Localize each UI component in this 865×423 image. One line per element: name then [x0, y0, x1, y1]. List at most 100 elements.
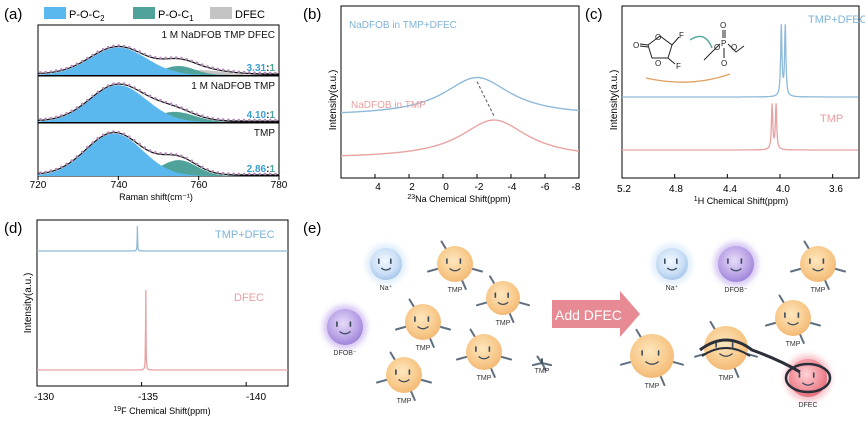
panel-a-raw-point — [60, 165, 63, 169]
panel-a-raw-point — [75, 106, 79, 109]
panel-a-raw-point — [107, 45, 110, 49]
panel-a-raw-point — [227, 69, 230, 72]
panel-a-raw-point — [101, 87, 105, 90]
panel-a-raw-point — [206, 168, 209, 171]
panel-a-raw-point — [96, 50, 100, 54]
right-tmp-mid: TMP — [765, 294, 821, 348]
panel-a-raw-point — [70, 109, 73, 113]
panel-a-raw-point — [174, 153, 178, 156]
legend-label-poc2: P-O-C2 — [69, 9, 105, 23]
panel-b-shift-guide — [476, 81, 495, 117]
cf-bond-2 — [667, 57, 676, 65]
panel-b-ylabel: Intensity(a.u.) — [328, 70, 339, 131]
panel-d-ylabel: Intensity(a.u.) — [23, 273, 34, 334]
panel-b-series-line-1 — [340, 119, 580, 157]
panel-a-raw-point — [253, 172, 256, 176]
panel-b-xtick-m6: -6 — [541, 182, 550, 193]
panel-a-raw-point — [91, 53, 94, 57]
panel-a-subplot-label-0: 1 M NaDFOB TMP DFEC — [161, 30, 275, 41]
panel-e: (e) Na⁺ TMP TMP TMP DFOB⁻ TMP TMP TMP Na⁺ DFOB⁻ TM… — [303, 220, 846, 409]
left-tmp-2-mouth — [497, 301, 509, 305]
dfec-ring — [647, 35, 673, 59]
panel-a-raw-point — [274, 118, 277, 122]
panel-a-raw-point — [80, 59, 84, 63]
panel-a-raw-point — [253, 118, 256, 122]
panel-a-raw-point — [242, 118, 246, 122]
panel-d-series-line-0 — [37, 225, 288, 252]
panel-a-raw-point — [101, 133, 105, 137]
panel-b-label: (b) — [303, 6, 321, 23]
panel-d-series-line-1 — [37, 289, 288, 371]
panel-e-illustration: Na⁺ TMP TMP TMP DFOB⁻ TMP TMP TMP Na⁺ DFOB⁻ TMP TMP… — [323, 240, 846, 409]
left-tmp-5-body — [386, 357, 422, 393]
left-tmp-6: TMP — [531, 355, 553, 375]
panel-a-raw-point — [190, 59, 194, 63]
panel-a-raw-point — [221, 68, 225, 72]
panel-a-legend: P-O-C2 P-O-C1 DFEC — [44, 7, 265, 23]
panel-a-xtick-720: 720 — [30, 180, 47, 191]
panel-b-xtick-2: 2 — [409, 182, 415, 193]
tmp-dfec-binding-ribbon-2 — [701, 347, 751, 357]
legend-poc2-main: P-O-C — [69, 9, 100, 21]
panel-a-ratio-colon-1: : — [266, 110, 269, 121]
panel-a-raw-point — [96, 90, 100, 94]
panel-a-raw-point — [39, 71, 42, 74]
panel-a-raw-point — [227, 172, 230, 175]
panel-a-raw-point — [138, 50, 141, 53]
panel-a-raw-point — [86, 145, 89, 149]
panel-a-raw-point — [75, 62, 79, 65]
panel-a-raw-point — [101, 48, 105, 51]
atom-o-tmp-right: O — [731, 43, 737, 52]
panel-a-raw-point — [232, 118, 235, 122]
panel-a-raw-point — [127, 46, 131, 49]
panel-a-raw-point — [148, 94, 152, 98]
add-dfec-arrow: Add DFEC — [552, 291, 640, 337]
panel-a-raw-point — [49, 169, 53, 172]
molecule-annotation — [639, 30, 745, 65]
panel-a-raw-point — [49, 116, 53, 120]
panel-a-raw-point — [242, 172, 246, 176]
panel-b-xlabel: 23Na Chemical Shift(ppm) — [407, 194, 510, 204]
panel-d-xlabel: 19F Chemical Shift(ppm) — [113, 406, 210, 416]
panel-a-raw-point — [65, 66, 68, 70]
right-tmp-left-body — [630, 334, 674, 378]
panel-a-xtick-780: 780 — [271, 180, 288, 191]
panel-c-xaxis: 5.2 4.8 4.4 4.0 3.6 1H Chemical Shift(pp… — [617, 184, 843, 206]
panel-c: (c) Intensity(a.u.) TMP+DFEC TMP O O O F… — [585, 5, 865, 206]
panel-c-xlabel: 1H Chemical Shift(ppm) — [694, 196, 788, 206]
left-tmp-3-body — [405, 304, 441, 340]
panel-a-raw-point — [164, 152, 167, 155]
left-tmp-1-mouth — [449, 268, 461, 272]
panel-b-xaxis: 4 2 0 -2 -4 -6 -8 23Na Chemical Shift(pp… — [375, 182, 581, 204]
panel-d-xlabel-main: F Chemical Shift(ppm) — [121, 406, 211, 416]
panel-a-subplot-label-2: TMP — [254, 128, 275, 139]
panel-b-series-label-tmp: NaDFOB in TMP — [351, 100, 426, 111]
right-tmp-left: TMP — [620, 328, 684, 390]
panel-a-raw-point — [122, 44, 126, 48]
panel-b-xlabel-main: Na Chemical Shift(ppm) — [415, 194, 511, 204]
panel-a-ratio-b-1: 1 — [269, 110, 275, 121]
panel-a-raw-point — [221, 171, 225, 175]
panel-a-ratio-colon-0: : — [266, 63, 269, 74]
left-na-ion-body — [370, 248, 402, 280]
right-dfob-anion-body — [718, 246, 754, 282]
panel-a-raw-point — [190, 159, 194, 163]
panel-d-frame — [36, 219, 289, 387]
panel-a-raw-point — [201, 165, 204, 169]
tmp-chain-left — [703, 43, 721, 61]
panel-a-raw-point — [237, 172, 241, 176]
carbonyl-bond-2 — [639, 45, 649, 48]
left-tmp-5: TMP — [376, 351, 432, 405]
panel-d: (d) Intensity(a.u.) TMP+DFEC DFEC -130 -… — [4, 219, 289, 416]
panel-a-raw-point — [143, 146, 147, 149]
left-dfob-anion: DFOB⁻ — [323, 305, 367, 357]
panel-a-raw-point — [159, 98, 162, 102]
panel-a-ratio-0: 3.31:1 — [247, 63, 276, 74]
panel-a-label: (a) — [4, 6, 22, 23]
atom-o-tmp-left: O — [714, 43, 720, 52]
panel-a-xtick-740: 740 — [111, 180, 128, 191]
left-tmp-1-body — [437, 246, 473, 282]
panel-a-raw-point — [211, 117, 214, 120]
panel-a-raw-point — [185, 108, 188, 111]
panel-a-raw-point — [253, 71, 256, 74]
